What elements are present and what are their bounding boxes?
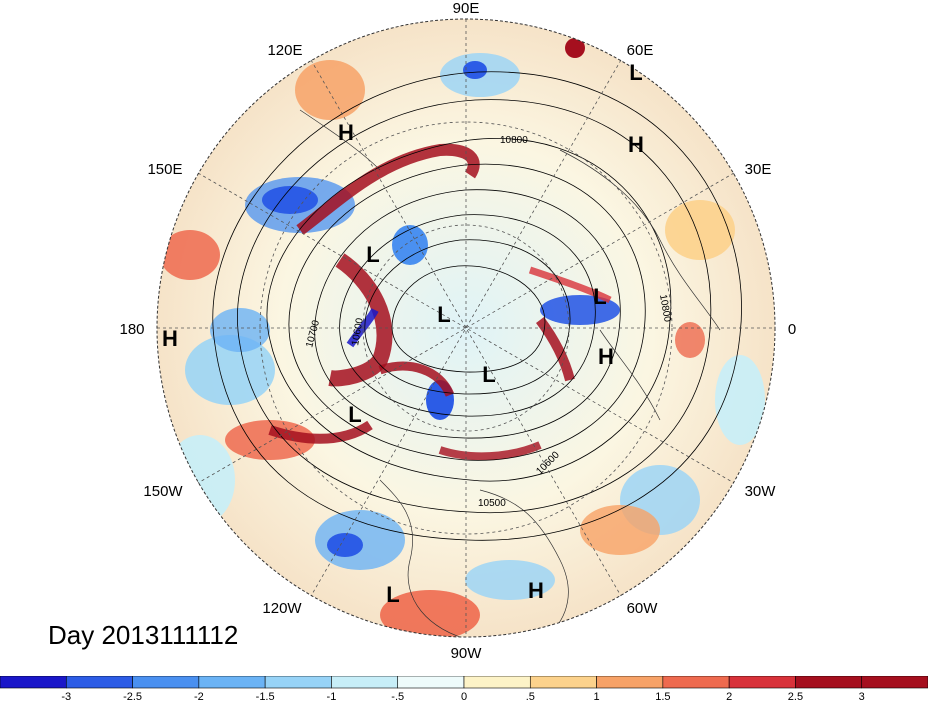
- colorbar-swatch: [529, 676, 597, 689]
- colorbar-swatch: [331, 676, 399, 689]
- pressure-center-high: H: [628, 132, 644, 157]
- contour-label: 10600: [350, 317, 366, 347]
- colorbar-swatch: [662, 676, 730, 689]
- pressure-center-high: H: [338, 120, 354, 145]
- colorbar-tick-label: 2.5: [788, 691, 803, 702]
- lon-label-60w: 60W: [627, 600, 659, 617]
- pressure-center-low: L: [386, 582, 399, 607]
- colorbar-tick-label: 2: [726, 691, 732, 702]
- contour-labels: 10800 10800 10700 10600 10600 10500: [304, 135, 673, 509]
- colorbar-tick-label: -.5: [391, 691, 404, 702]
- colorbar-tick-label: 1.5: [655, 691, 670, 702]
- colorbar-swatch: [397, 676, 465, 689]
- lon-label-150w: 150W: [143, 483, 183, 500]
- longitude-labels: 90E 120E 60E 150E 30E 180 0 150W 30W 120…: [119, 0, 796, 662]
- pressure-center-low: L: [366, 242, 379, 267]
- colorbar-swatch: [463, 676, 531, 689]
- pressure-centers: L H H L L H L L H L L H L: [162, 60, 644, 607]
- contour-label: 10800: [657, 294, 673, 324]
- colorbar-tick-label: -1.5: [256, 691, 275, 702]
- lon-label-30e: 30E: [745, 161, 772, 178]
- pressure-center-low: L: [482, 362, 495, 387]
- lon-label-0: 0: [788, 321, 796, 338]
- colorbar-swatch: [596, 676, 664, 689]
- colorbar-swatch: [728, 676, 796, 689]
- colorbar-swatch: [0, 676, 67, 689]
- lon-label-90w: 90W: [451, 645, 483, 662]
- colorbar-swatch: [65, 676, 133, 689]
- pressure-center-high: H: [598, 344, 614, 369]
- colorbar-tick-label: -1: [327, 691, 337, 702]
- colorbar-tick-label: -2: [194, 691, 204, 702]
- colorbar-tick-label: 3: [859, 691, 865, 702]
- map-title: Day 2013111112: [48, 620, 239, 650]
- pressure-center-low: L: [437, 302, 450, 327]
- colorbar-swatch: [795, 676, 863, 689]
- contour-label: 10800: [500, 135, 528, 146]
- colorbar-swatch: [861, 676, 928, 689]
- lon-label-120e: 120E: [267, 42, 302, 59]
- lon-label-180: 180: [119, 321, 144, 338]
- pressure-center-high: H: [162, 326, 178, 351]
- pressure-center-low: L: [629, 60, 642, 85]
- map-boundary: [156, 18, 776, 638]
- lon-label-60e: 60E: [627, 42, 654, 59]
- lon-label-90e: 90E: [453, 0, 480, 17]
- lon-label-120w: 120W: [262, 600, 302, 617]
- colorbar-swatch: [132, 676, 200, 689]
- colorbar: -3 -2.5 -2 -1.5 -1 -.5 0 .5 1 1.5 2 2.5 3: [0, 676, 928, 702]
- contour-label: 10500: [478, 498, 506, 509]
- pressure-center-low: L: [348, 402, 361, 427]
- colorbar-swatch: [198, 676, 266, 689]
- colorbar-tick-label: .5: [526, 691, 535, 702]
- lon-label-30w: 30W: [745, 483, 777, 500]
- colorbar-tick-label: 1: [594, 691, 600, 702]
- anomaly-field: [157, 19, 775, 637]
- colorbar-tick-label: 0: [461, 691, 467, 702]
- lon-label-150e: 150E: [147, 161, 182, 178]
- pressure-center-low: L: [593, 284, 606, 309]
- colorbar-tick-label: -3: [61, 691, 71, 702]
- graticule: [157, 19, 775, 637]
- colorbar-tick-label: -2.5: [123, 691, 142, 702]
- pressure-center-high: H: [528, 578, 544, 603]
- colorbar-swatch: [264, 676, 332, 689]
